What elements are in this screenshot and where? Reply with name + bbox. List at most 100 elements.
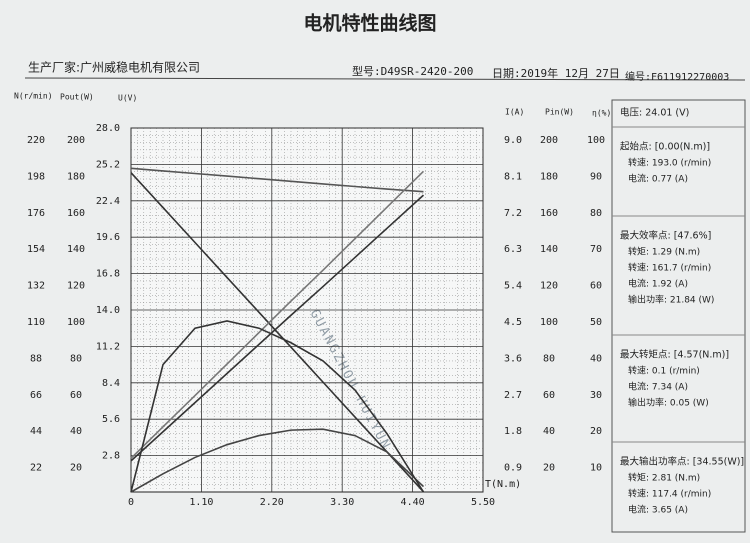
y-tick-label: 11.2 — [96, 341, 120, 352]
y-tick-label: 22.4 — [96, 196, 120, 207]
y-tick-label: 60 — [590, 281, 602, 292]
y-tick-label: 120 — [67, 281, 85, 292]
y-tick-label: 20 — [70, 463, 82, 474]
y-tick-label: 30 — [590, 390, 602, 401]
serial: 编号:F611912270003 — [625, 70, 729, 83]
y-tick-label: 20 — [590, 426, 602, 437]
y-tick-label: 176 — [27, 208, 45, 219]
panel-box — [611, 99, 746, 533]
y-tick-label: 40 — [543, 426, 555, 437]
y-tick-label: 0.9 — [504, 463, 522, 474]
y-tick-label: 40 — [590, 353, 602, 364]
date: 日期:2019年 12月 27日 — [492, 66, 620, 80]
y-tick-label: 40 — [70, 426, 82, 437]
x-tick-label: 5.50 — [471, 497, 495, 508]
x-tick-label: 1.10 — [189, 497, 213, 508]
y-tick-label: 10 — [590, 463, 602, 474]
y-axis-label: Pin(W) — [545, 108, 574, 117]
y-tick-label: 132 — [27, 281, 45, 292]
y-tick-label: 1.8 — [504, 426, 522, 437]
y-tick-label: 14.0 — [96, 305, 120, 316]
panel-title: 最大转矩点: [4.57(N.m)] — [620, 349, 729, 361]
y-tick-label: 220 — [27, 135, 45, 146]
y-tick-label: 120 — [540, 281, 558, 292]
x-tick-label: 3.30 — [330, 497, 354, 508]
maker: 生产厂家:广州威稳电机有限公司 — [28, 60, 200, 75]
y-tick-label: 180 — [67, 171, 85, 182]
y-tick-label: 80 — [590, 208, 602, 219]
panel-line: 转矩: 1.29 (N.m) — [628, 246, 700, 258]
y-tick-label: 2.7 — [504, 390, 522, 401]
panel-title: 最大输出功率点: [34.55(W)] — [620, 456, 744, 468]
y-tick-label: 100 — [587, 135, 605, 146]
y-tick-label: 80 — [543, 353, 555, 364]
y-tick-label: 100 — [67, 317, 85, 328]
y-tick-label: 25.2 — [96, 159, 120, 170]
y-tick-label: 60 — [543, 390, 555, 401]
panel-line: 转速: 161.7 (r/min) — [628, 262, 711, 274]
title: 电机特性曲线图 — [303, 12, 436, 35]
panel-line: 转矩: 2.81 (N.m) — [628, 472, 700, 484]
y-tick-label: 60 — [70, 390, 82, 401]
y-tick-label: 2.8 — [102, 451, 120, 462]
y-tick-label: 100 — [540, 317, 558, 328]
panel-line: 电流: 1.92 (A) — [628, 278, 688, 290]
y-tick-label: 6.3 — [504, 244, 522, 255]
x-axis-label: T(N.m) — [485, 479, 521, 490]
y-tick-label: 19.6 — [96, 232, 120, 243]
y-tick-label: 20 — [543, 463, 555, 474]
x-tick-label: 4.40 — [401, 497, 425, 508]
y-tick-label: 8.4 — [102, 378, 120, 389]
y-axis-label: N(r/min) — [14, 92, 53, 101]
panel-title: 最大效率点: [47.6%] — [620, 230, 711, 242]
y-tick-label: 80 — [70, 353, 82, 364]
panel-line: 电流: 3.65 (A) — [628, 504, 688, 516]
panel-title: 起始点: [0.00(N.m)] — [620, 141, 710, 153]
header-rule — [24, 77, 746, 81]
y-tick-label: 110 — [27, 317, 45, 328]
y-tick-label: 140 — [67, 244, 85, 255]
y-tick-label: 66 — [30, 390, 42, 401]
y-tick-label: 154 — [27, 244, 45, 255]
y-tick-label: 90 — [590, 171, 602, 182]
model: 型号:D49SR-2420-200 — [352, 64, 473, 78]
y-tick-label: 160 — [67, 208, 85, 219]
y-tick-label: 28.0 — [96, 123, 120, 134]
panel-line: 转速: 193.0 (r/min) — [628, 157, 711, 169]
y-tick-label: 200 — [540, 135, 558, 146]
y-tick-label: 88 — [30, 353, 42, 364]
y-tick-label: 22 — [30, 463, 42, 474]
y-axis-label: η(%) — [592, 109, 611, 118]
y-axis-label: Pout(W) — [60, 93, 94, 102]
y-tick-label: 198 — [27, 171, 45, 182]
y-tick-label: 70 — [590, 244, 602, 255]
panel-line: 电流: 0.77 (A) — [628, 173, 688, 185]
panel-title: 电压: 24.01 (V) — [620, 107, 689, 119]
y-tick-label: 5.6 — [102, 414, 120, 425]
x-tick-label: 0 — [128, 497, 134, 508]
series-line — [130, 170, 425, 459]
y-tick-label: 5.4 — [504, 281, 522, 292]
y-tick-label: 4.5 — [504, 317, 522, 328]
panel-line: 转速: 0.1 (r/min) — [628, 365, 700, 377]
panel-line: 电流: 7.34 (A) — [628, 381, 688, 393]
y-tick-label: 180 — [540, 171, 558, 182]
y-tick-label: 9.0 — [504, 135, 522, 146]
series-line — [130, 194, 425, 462]
y-tick-label: 16.8 — [96, 269, 120, 280]
y-tick-label: 140 — [540, 244, 558, 255]
series-line — [130, 428, 425, 493]
y-tick-label: 44 — [30, 426, 42, 437]
y-tick-label: 7.2 — [504, 208, 522, 219]
panel-line: 转速: 117.4 (r/min) — [628, 488, 711, 500]
series-line — [130, 167, 424, 193]
y-tick-label: 200 — [67, 135, 85, 146]
y-tick-label: 3.6 — [504, 353, 522, 364]
y-axis-label: U(V) — [118, 94, 137, 103]
y-tick-label: 160 — [540, 208, 558, 219]
x-tick-label: 2.20 — [260, 497, 284, 508]
y-tick-label: 8.1 — [504, 171, 522, 182]
series-line — [130, 320, 425, 493]
